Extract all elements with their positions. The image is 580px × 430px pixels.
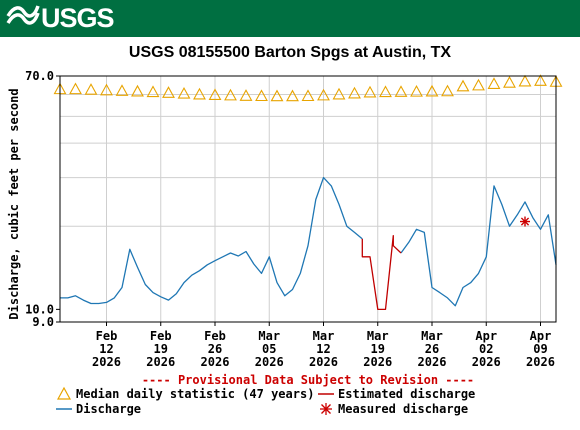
median-point — [379, 85, 392, 98]
x-tick-label: 2026 — [418, 355, 447, 369]
median-point — [208, 88, 222, 101]
median-point — [84, 83, 98, 95]
median-point — [425, 84, 439, 97]
x-tick-label: 2026 — [92, 355, 121, 369]
median-point — [131, 84, 144, 97]
legend-label-measured: Measured discharge — [338, 402, 468, 416]
median-point — [332, 87, 346, 100]
median-point — [193, 87, 206, 100]
median-point — [100, 83, 113, 96]
median-point — [115, 84, 129, 96]
median-point — [255, 89, 268, 102]
usgs-wave-icon — [6, 5, 40, 25]
legend-item-measured: Measured discharge — [320, 402, 468, 416]
legend-item-estimated: Estimated discharge — [318, 387, 475, 401]
median-point — [224, 88, 237, 101]
median-point — [317, 88, 330, 101]
x-tick-label: Feb — [150, 329, 172, 343]
plot-frame — [59, 75, 557, 323]
median-point — [518, 74, 532, 87]
x-tick-label: 02 — [479, 342, 493, 356]
legend-triangle-icon — [56, 386, 72, 400]
x-tick-label: Mar — [258, 329, 280, 343]
x-tick-label: 05 — [262, 342, 276, 356]
x-tick-label: 26 — [208, 342, 222, 356]
x-tick-label: 2026 — [526, 355, 555, 369]
usgs-logo: USGS — [6, 3, 115, 33]
median-point — [472, 78, 485, 91]
legend-label-discharge: Discharge — [76, 402, 141, 416]
x-tick-label: Mar — [421, 329, 443, 343]
legend: Median daily statistic (47 years) Estima… — [56, 386, 475, 416]
x-tick-label: 2026 — [309, 355, 338, 369]
x-tick-label: 2026 — [363, 355, 392, 369]
x-tick-label: Mar — [313, 329, 335, 343]
x-tick-label: Apr — [530, 329, 552, 343]
x-tick-label: 09 — [533, 342, 547, 356]
median-point — [441, 84, 454, 97]
y-axis-label: Discharge, cubic feet per second — [7, 88, 21, 319]
legend-item-discharge: Discharge — [56, 402, 141, 416]
x-axis: Feb122026Feb192026Feb262026Mar052026Mar1… — [92, 322, 555, 369]
median-point — [301, 89, 315, 102]
x-tick-label: 19 — [154, 342, 168, 356]
x-tick-label: 12 — [316, 342, 330, 356]
x-tick-label: Mar — [367, 329, 389, 343]
usgs-banner: USGS — [0, 0, 580, 37]
x-tick-label: 2026 — [255, 355, 284, 369]
x-tick-label: 2026 — [201, 355, 230, 369]
x-tick-label: 2026 — [146, 355, 175, 369]
median-point — [162, 86, 175, 98]
x-tick-label: Feb — [96, 329, 118, 343]
median-point — [239, 89, 253, 101]
median-point — [456, 79, 470, 92]
median-point — [177, 86, 191, 99]
x-tick-label: Feb — [204, 329, 226, 343]
legend-label-estimated: Estimated discharge — [338, 387, 475, 401]
provisional-notice: ---- Provisional Data Subject to Revisio… — [142, 373, 474, 387]
plot-area — [60, 76, 556, 322]
median-point — [394, 85, 408, 97]
y-tick-label: 9.0 — [32, 315, 54, 329]
y-tick-label: 10.0 — [25, 302, 54, 316]
median-point — [363, 85, 377, 98]
median-point — [348, 86, 361, 99]
chart-title: USGS 08155500 Barton Spgs at Austin, TX — [128, 44, 452, 61]
x-tick-label: 2026 — [472, 355, 501, 369]
x-tick-label: 12 — [99, 342, 113, 356]
median-point — [69, 82, 82, 95]
y-tick-label: 70.0 — [25, 69, 54, 83]
median-point — [503, 76, 516, 88]
median-point — [146, 85, 160, 98]
legend-label-median: Median daily statistic (47 years) — [76, 387, 314, 401]
discharge-line — [60, 176, 557, 307]
x-tick-label: 19 — [371, 342, 385, 356]
median-point — [410, 84, 423, 97]
x-tick-label: Apr — [475, 329, 497, 343]
y-axis: 70.0 10.09.0 — [25, 69, 60, 329]
median-point — [487, 77, 501, 89]
usgs-logo-text: USGS — [41, 3, 115, 33]
legend-item-median: Median daily statistic (47 years) — [56, 386, 314, 401]
median-point — [270, 89, 284, 102]
x-tick-label: 26 — [425, 342, 439, 356]
median-point — [534, 74, 547, 86]
legend-asterisk-icon — [320, 403, 332, 415]
estimated-line — [361, 234, 402, 311]
measured-point — [520, 216, 530, 227]
median-point — [286, 89, 299, 102]
